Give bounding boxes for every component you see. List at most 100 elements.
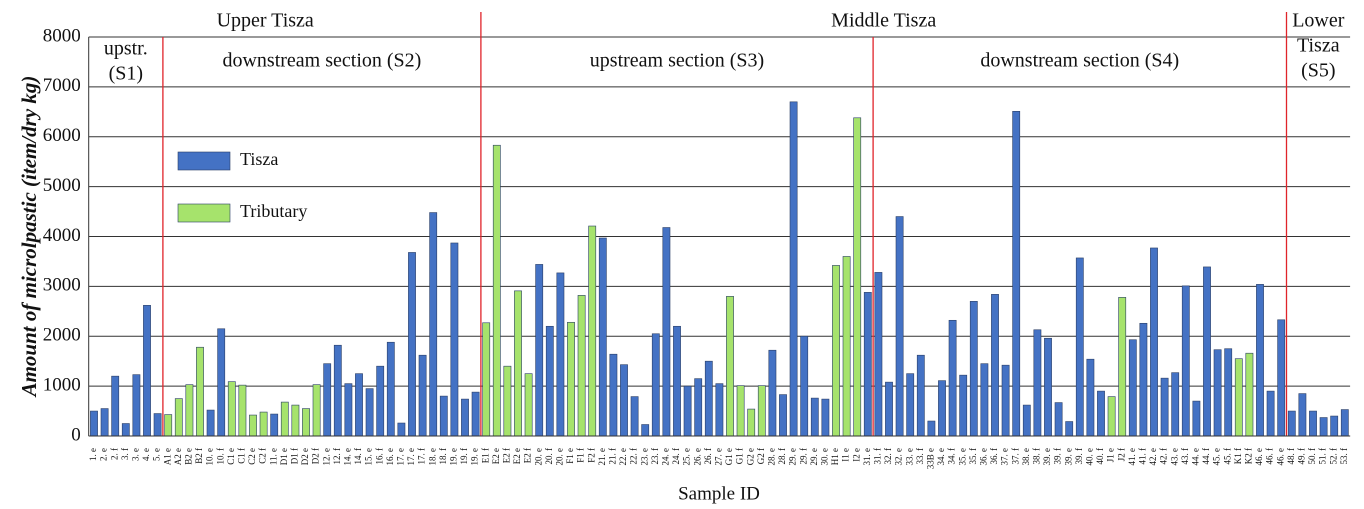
x-tick-label: K1 f bbox=[1233, 448, 1243, 464]
bar bbox=[747, 408, 756, 437]
bar bbox=[1065, 421, 1074, 437]
x-tick-label: G1 f bbox=[735, 448, 745, 464]
y-tick-label: 6000 bbox=[43, 125, 81, 146]
x-tick-label: A1 e bbox=[162, 448, 172, 465]
x-tick-label: 39. e bbox=[1063, 448, 1073, 466]
x-tick-label: D2 e bbox=[300, 448, 310, 465]
bar bbox=[694, 378, 703, 437]
x-tick-label: 28. e bbox=[766, 448, 776, 466]
bar bbox=[1181, 285, 1190, 437]
bar bbox=[227, 381, 236, 437]
x-tick-label: 35. e bbox=[957, 448, 967, 466]
x-tick-label: 46. e bbox=[1254, 448, 1264, 466]
y-axis-title: Amount of microlpastic (item/dry kg) bbox=[17, 76, 41, 399]
y-tick-label: 1000 bbox=[43, 374, 81, 395]
bar bbox=[1139, 322, 1148, 437]
x-tick-label: F1 e bbox=[565, 448, 575, 464]
x-tick-label: C2 f bbox=[258, 448, 268, 464]
bar bbox=[991, 294, 999, 437]
bar bbox=[365, 388, 374, 437]
bar bbox=[418, 354, 427, 437]
x-tick-label: K2 f bbox=[1243, 448, 1253, 464]
x-tick-label: 39. f bbox=[1074, 448, 1084, 465]
bar bbox=[800, 335, 809, 437]
bar bbox=[726, 296, 734, 437]
bar bbox=[397, 422, 406, 437]
x-tick-label: 20. e bbox=[533, 448, 543, 466]
x-tick-label: 37. e bbox=[1000, 448, 1010, 466]
bar bbox=[577, 295, 586, 437]
bar bbox=[959, 374, 968, 437]
bar bbox=[651, 333, 660, 437]
x-tick-label: 12. f bbox=[332, 448, 342, 465]
x-tick-label: F1 f bbox=[576, 448, 586, 463]
x-tick-label: 17. e bbox=[406, 448, 416, 466]
x-tick-label: 52. f bbox=[1328, 448, 1338, 465]
y-tick-label: 5000 bbox=[43, 175, 81, 196]
x-tick-label: 44. f bbox=[1201, 448, 1211, 465]
region-label: Upper Tisza bbox=[217, 10, 314, 32]
bar bbox=[810, 397, 819, 437]
bar bbox=[153, 413, 162, 437]
x-tick-label: 16. f bbox=[374, 448, 384, 465]
x-tick-label: 38. f bbox=[1031, 448, 1041, 465]
bar bbox=[1118, 297, 1127, 437]
bar bbox=[1245, 352, 1254, 437]
x-tick-label: 41. f bbox=[1137, 448, 1147, 465]
x-tick-label: E1 f bbox=[480, 448, 490, 463]
x-tick-label: A2 e bbox=[173, 448, 183, 465]
x-tick-label: 34. e bbox=[936, 448, 946, 466]
x-tick-label: 40. f bbox=[1095, 448, 1105, 465]
x-tick-label: 14. e bbox=[342, 448, 352, 466]
x-tick-label: 41. e bbox=[1127, 448, 1137, 466]
bar bbox=[492, 144, 501, 437]
x-tick-label: C1 e bbox=[226, 448, 236, 465]
bar bbox=[1213, 349, 1222, 437]
bar bbox=[291, 404, 300, 437]
x-tick-label: 4. e bbox=[141, 448, 151, 461]
bar bbox=[312, 384, 321, 437]
x-tick-label: 24. e bbox=[660, 448, 670, 466]
x-tick-label: 53. f bbox=[1339, 448, 1349, 465]
bar bbox=[620, 364, 628, 437]
x-tick-label: 26. f bbox=[703, 448, 713, 465]
section-label: (S5) bbox=[1301, 60, 1335, 82]
bar bbox=[164, 414, 173, 437]
bar bbox=[524, 373, 533, 437]
x-tick-label: H1 e bbox=[830, 448, 840, 465]
legend-swatch bbox=[177, 151, 231, 171]
bar bbox=[386, 341, 395, 437]
x-tick-label: 24. f bbox=[671, 448, 681, 465]
bar bbox=[874, 272, 883, 437]
x-tick-label: 34. f bbox=[947, 448, 957, 465]
x-axis-title: Sample ID bbox=[678, 483, 760, 504]
bar bbox=[662, 227, 671, 437]
x-tick-label: 12. e bbox=[321, 448, 331, 466]
x-tick-label: D1 f bbox=[289, 448, 299, 464]
bar bbox=[1097, 390, 1105, 437]
bar bbox=[1277, 319, 1286, 437]
x-tick-label: 29. f bbox=[798, 448, 808, 465]
x-tick-label: 46. e bbox=[1275, 448, 1285, 466]
bar bbox=[143, 305, 151, 437]
bar bbox=[768, 349, 777, 437]
x-tick-label: C1 f bbox=[236, 448, 246, 464]
x-tick-label: 31. e bbox=[862, 448, 872, 466]
y-tick-label: 3000 bbox=[43, 275, 81, 296]
x-tick-label: F2 f bbox=[586, 448, 596, 463]
x-tick-label: G2 f bbox=[756, 448, 766, 464]
x-tick-label: C2 e bbox=[247, 448, 257, 465]
bar bbox=[100, 408, 109, 437]
x-tick-label: 37. f bbox=[1010, 448, 1020, 465]
region-label: Middle Tisza bbox=[831, 10, 936, 32]
x-tick-label: G1 e bbox=[724, 448, 734, 465]
bar bbox=[1256, 284, 1264, 437]
bar bbox=[609, 353, 618, 437]
bar bbox=[779, 394, 787, 437]
bar bbox=[217, 328, 226, 437]
bar bbox=[408, 252, 416, 437]
bar bbox=[1309, 410, 1317, 437]
bar bbox=[1224, 348, 1233, 437]
bar bbox=[927, 420, 936, 437]
bar bbox=[863, 292, 872, 437]
